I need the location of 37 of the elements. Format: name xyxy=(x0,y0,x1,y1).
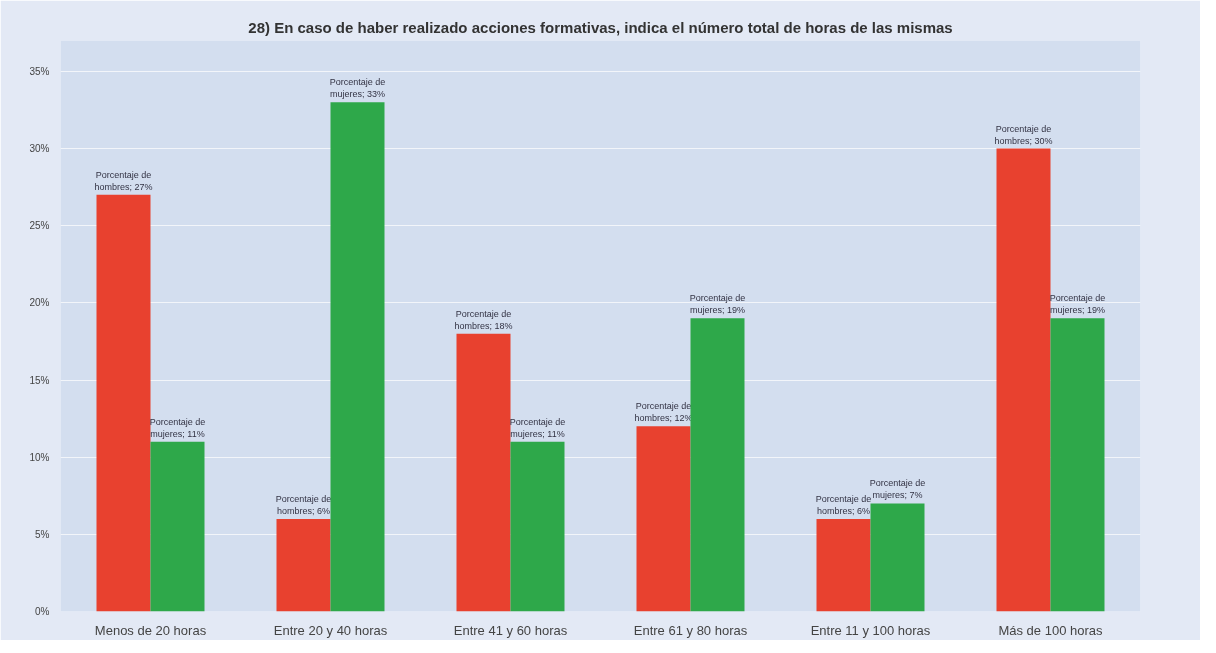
y-tick-label: 30% xyxy=(29,143,50,155)
y-tick-label: 25% xyxy=(29,220,50,232)
data-label: Porcentaje de hombres; 27% xyxy=(94,169,153,192)
bar xyxy=(276,518,331,612)
data-label: Porcentaje de hombres; 6% xyxy=(275,493,332,516)
y-tick-label: 5% xyxy=(35,528,50,540)
bar xyxy=(690,318,745,612)
data-label: Porcentaje de hombres; 6% xyxy=(815,493,872,516)
x-tick-label: Más de 100 horas xyxy=(998,622,1104,638)
bar xyxy=(510,441,565,612)
x-tick-label: Entre 11 y 100 horas xyxy=(810,622,931,638)
chart-title: 28) En caso de haber realizado acciones formativas, indica el número total de horas de las mismas xyxy=(248,18,953,36)
data-label: Porcentaje de mujeres; 11% xyxy=(149,416,206,439)
bar xyxy=(636,426,691,612)
bar xyxy=(330,102,385,612)
bar xyxy=(1050,318,1105,612)
data-label: Porcentaje de mujeres; 19% xyxy=(689,293,746,316)
bar xyxy=(456,333,511,612)
x-tick-label: Entre 41 y 60 horas xyxy=(453,622,568,638)
data-label: Porcentaje de mujeres; 33% xyxy=(329,77,386,100)
x-tick-label: Menos de 20 horas xyxy=(94,622,207,638)
data-label: Porcentaje de mujeres; 11% xyxy=(509,416,566,439)
data-label: Porcentaje de hombres; 30% xyxy=(994,123,1053,146)
bar xyxy=(816,518,871,612)
y-tick-label: 20% xyxy=(29,297,50,309)
y-tick-label: 35% xyxy=(29,65,50,77)
y-tick-label: 15% xyxy=(29,374,50,386)
data-label: Porcentaje de hombres; 18% xyxy=(454,308,513,331)
x-tick-label: Entre 61 y 80 horas xyxy=(633,622,748,638)
bar xyxy=(96,194,151,612)
bar xyxy=(996,148,1051,612)
data-label: Porcentaje de hombres; 12% xyxy=(634,401,693,424)
bar xyxy=(150,441,205,612)
bar xyxy=(870,503,925,612)
x-tick-label: Entre 20 y 40 horas xyxy=(273,622,388,638)
y-tick-label: 10% xyxy=(29,451,50,463)
y-tick-label: 0% xyxy=(35,606,50,617)
